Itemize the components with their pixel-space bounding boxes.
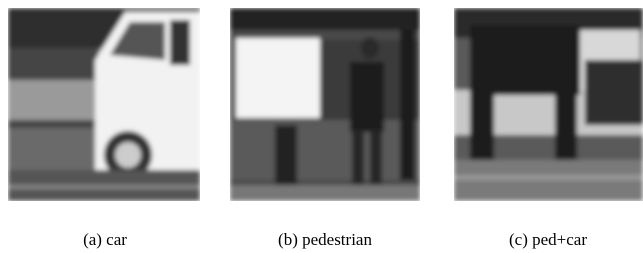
pedestrian-image [230,8,420,201]
caption: (c) ped+car [509,230,587,249]
figure: (a) car (b) pedestrian (c) ped+car [0,0,643,253]
caption: (a) car [83,230,127,249]
car-image [8,8,200,201]
caption: (b) pedestrian [278,230,372,249]
ped-car-image [454,8,643,201]
